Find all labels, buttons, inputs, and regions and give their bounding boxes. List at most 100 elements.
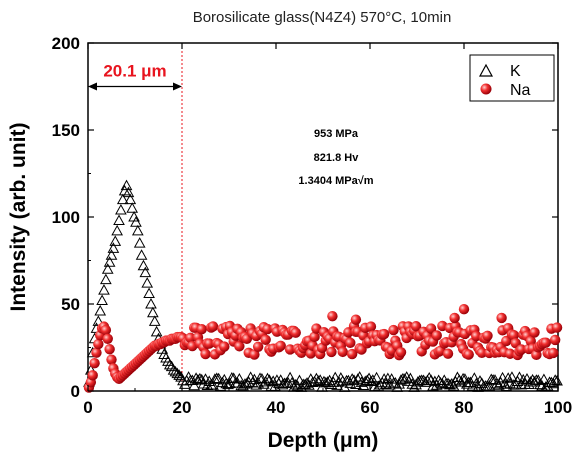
na-point xyxy=(345,337,356,349)
na-point xyxy=(516,344,527,355)
k-point xyxy=(171,367,184,379)
legend-k-label: K xyxy=(510,63,521,80)
k-point xyxy=(237,379,249,391)
na-point xyxy=(106,354,117,365)
na-point xyxy=(260,334,271,345)
series-k xyxy=(83,179,563,392)
na-point xyxy=(89,357,100,369)
k-point xyxy=(148,315,161,326)
k-point xyxy=(169,365,182,377)
na-point xyxy=(548,347,559,359)
k-point xyxy=(346,373,358,384)
k-point xyxy=(100,273,112,285)
na-point xyxy=(388,324,399,336)
na-point xyxy=(207,321,219,332)
k-point xyxy=(506,371,518,382)
na-point xyxy=(395,347,407,358)
depth-arrow-head-right xyxy=(173,82,182,91)
na-point xyxy=(185,332,196,344)
k-point xyxy=(126,202,139,213)
na-point xyxy=(93,338,104,350)
k-point xyxy=(163,358,176,370)
k-point xyxy=(133,237,146,248)
stat-hardness: 821.8 Hv xyxy=(314,152,360,164)
k-point xyxy=(460,378,473,389)
x-axis-label: Depth (μm) xyxy=(268,429,379,452)
na-point xyxy=(290,327,301,338)
k-point xyxy=(329,371,342,383)
y-tick-label: 200 xyxy=(52,34,80,53)
stat-toughness: 1.3404 MPa√m xyxy=(298,175,373,187)
k-point xyxy=(365,375,377,387)
k-point xyxy=(491,377,503,389)
na-point xyxy=(431,330,442,341)
k-point xyxy=(474,375,486,386)
na-point xyxy=(249,349,260,360)
k-point xyxy=(131,224,144,236)
na-point xyxy=(309,331,320,343)
y-axis-label: Intensity (arb. unit) xyxy=(7,123,30,312)
depth-arrow-head-left xyxy=(88,82,97,91)
k-point xyxy=(115,204,127,215)
k-point xyxy=(483,380,496,391)
k-point xyxy=(130,216,142,227)
k-point xyxy=(94,304,107,316)
na-point xyxy=(410,321,422,332)
x-tick-label: 40 xyxy=(267,398,286,417)
k-point xyxy=(137,259,150,271)
series-na xyxy=(83,304,563,393)
x-tick-label: 100 xyxy=(544,398,572,417)
depth-label: 20.1 μm xyxy=(103,62,166,81)
k-point xyxy=(370,371,383,383)
x-tick-label: 20 xyxy=(173,398,192,417)
na-point xyxy=(219,341,230,352)
k-point xyxy=(325,378,338,389)
na-point xyxy=(196,323,207,335)
na-point xyxy=(425,323,437,334)
k-point xyxy=(534,378,546,390)
k-point xyxy=(116,193,129,205)
na-point xyxy=(91,347,102,358)
na-point xyxy=(365,321,377,332)
k-point xyxy=(517,373,530,385)
stat-stress: 953 MPa xyxy=(314,128,359,140)
k-point xyxy=(233,372,246,384)
k-point xyxy=(188,379,201,391)
legend: K Na xyxy=(469,54,555,102)
na-point xyxy=(378,328,390,340)
na-point xyxy=(350,314,362,325)
k-point xyxy=(538,373,550,385)
k-point xyxy=(101,263,114,274)
na-point xyxy=(234,341,245,352)
k-point xyxy=(111,224,123,236)
na-point xyxy=(262,323,273,335)
x-tick-label: 80 xyxy=(455,398,474,417)
k-point xyxy=(209,373,221,384)
na-point xyxy=(529,327,540,338)
na-point xyxy=(204,338,215,349)
chart-title: Borosilicate glass(N4Z4) 570°C, 10min xyxy=(193,9,452,26)
na-point xyxy=(327,310,338,322)
na-point xyxy=(346,348,358,360)
na-point xyxy=(87,370,98,381)
k-point xyxy=(500,380,513,391)
axis-ticks: 0 20 40 60 80 100 0 50 100 150 200 xyxy=(52,34,573,417)
k-point xyxy=(122,186,135,198)
na-point xyxy=(100,324,112,336)
y-tick-label: 50 xyxy=(61,295,80,314)
k-point xyxy=(222,378,234,390)
na-point xyxy=(326,346,337,358)
k-point xyxy=(254,372,266,383)
k-point xyxy=(105,249,118,260)
k-point xyxy=(167,364,180,375)
k-point xyxy=(549,374,562,385)
k-point xyxy=(145,297,157,309)
k-point xyxy=(312,375,325,386)
na-point xyxy=(200,348,211,360)
k-point xyxy=(150,325,163,337)
k-point xyxy=(299,378,311,390)
k-point xyxy=(143,287,155,299)
na-point xyxy=(275,340,286,351)
k-point xyxy=(120,179,133,191)
